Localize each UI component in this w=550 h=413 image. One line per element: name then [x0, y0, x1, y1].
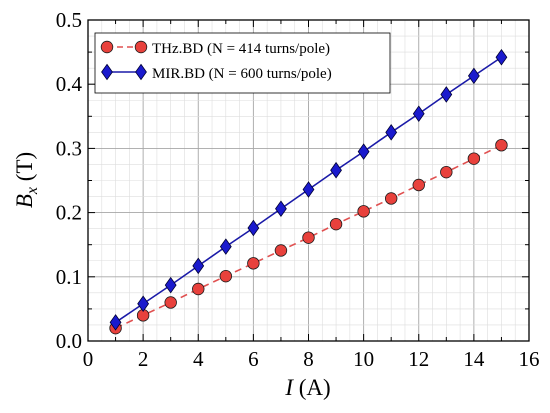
data-point-diamond [109, 314, 122, 331]
data-point-circle [384, 192, 398, 205]
data-point-circle [495, 138, 508, 152]
data-point-diamond [330, 161, 342, 179]
data-point-diamond [357, 143, 370, 160]
x-tick-label: 12 [408, 347, 429, 371]
axis-ticks: 0 2 4 6 8 10 12 14 16 0.0 0.1 0.2 0.3 0.4 0.5 [56, 8, 540, 371]
data-point-circle [467, 152, 481, 165]
data-point-diamond [467, 67, 480, 85]
legend: THz.BD (N = 414 turns/pole) MIR.BD (N = … [94, 32, 391, 94]
x-tick-label: 10 [353, 347, 374, 371]
y-tick-label: 0.2 [56, 201, 82, 225]
legend-marker-circle [100, 40, 114, 54]
y-axis-subscript: x [24, 187, 41, 195]
data-point-diamond [495, 48, 508, 66]
data-point-diamond [440, 86, 453, 103]
data-point-circle [357, 205, 370, 218]
x-tick-label: 6 [248, 347, 259, 371]
data-point-circle [164, 296, 177, 309]
data-point-circle [302, 231, 315, 244]
data-point-circle [412, 178, 425, 192]
data-point-circle [192, 282, 205, 296]
x-tick-label: 8 [303, 347, 314, 371]
data-point-diamond [247, 219, 260, 237]
y-axis-variable: B [12, 194, 37, 208]
data-point-diamond [302, 181, 315, 198]
data-point-circle [247, 257, 260, 270]
y-tick-label: 0.4 [56, 72, 83, 96]
data-point-diamond [137, 295, 150, 313]
y-axis-unit: (T) [12, 152, 37, 181]
legend-marker-circle [134, 40, 148, 54]
x-axis-label: I (A) [284, 375, 330, 400]
plot-series [109, 48, 508, 335]
legend-label-thz: THz.BD (N = 414 turns/pole) [152, 41, 330, 57]
x-tick-label: 14 [463, 347, 485, 371]
x-tick-label: 0 [83, 347, 94, 371]
data-point-circle [219, 269, 233, 283]
legend-marker-diamond [135, 63, 147, 81]
data-point-circle [274, 244, 288, 257]
data-point-circle [329, 217, 343, 231]
x-tick-label: 16 [519, 347, 540, 371]
x-axis-unit: (A) [299, 375, 331, 400]
data-point-diamond [275, 200, 287, 218]
y-tick-label: 0.1 [56, 265, 82, 289]
x-axis-variable: I [284, 375, 294, 400]
data-point-diamond [164, 276, 177, 294]
x-tick-label: 2 [138, 347, 149, 371]
legend-label-mir: MIR.BD (N = 600 turns/pole) [152, 66, 332, 82]
data-point-diamond [385, 124, 398, 141]
data-point-circle [440, 165, 453, 179]
data-point-diamond [219, 238, 232, 255]
legend-markers [100, 40, 148, 81]
y-tick-label: 0.5 [56, 8, 82, 32]
legend-marker-diamond [101, 63, 113, 81]
data-point-diamond [412, 105, 425, 123]
y-tick-label: 0.3 [56, 136, 82, 160]
data-point-diamond [192, 257, 205, 275]
y-tick-label: 0.0 [56, 329, 82, 353]
x-tick-label: 4 [193, 347, 204, 371]
y-axis-label: Bx (T) [12, 152, 41, 208]
